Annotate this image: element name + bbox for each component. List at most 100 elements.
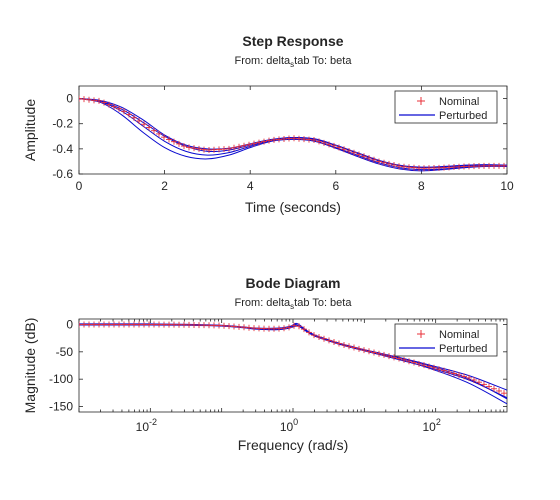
data-point-nominal (316, 138, 322, 145)
y-tick-label: -0.2 (52, 117, 73, 131)
data-point-nominal (336, 144, 342, 151)
data-point-nominal (251, 140, 257, 147)
tick-base: 10 (422, 420, 436, 434)
series-nominal-markers (79, 321, 507, 397)
data-point-nominal (111, 103, 117, 110)
subtitle-subscript: s (290, 60, 294, 69)
data-point-nominal (361, 153, 367, 160)
data-point-nominal (306, 329, 312, 336)
data-point-nominal (166, 136, 172, 143)
y-tick-label: 0 (66, 92, 73, 106)
legend-item-perturbed: Perturbed (399, 110, 487, 122)
data-point-nominal (121, 108, 127, 115)
subtitle-subscript: s (290, 302, 294, 311)
data-point-nominal (86, 96, 92, 103)
data-point-nominal (376, 350, 382, 357)
data-point-nominal (81, 96, 87, 103)
data-point-nominal (366, 155, 372, 162)
data-point-nominal (416, 360, 422, 367)
data-point-nominal (361, 347, 367, 354)
y-tick-label: -150 (49, 400, 73, 414)
data-point-nominal (336, 340, 342, 347)
y-tick-label: -100 (49, 372, 73, 386)
data-point-nominal (386, 160, 392, 167)
data-point-nominal (151, 127, 157, 134)
data-point-nominal (381, 351, 387, 358)
data-point-nominal (496, 387, 502, 394)
y-tick-label: -0.6 (52, 167, 73, 181)
x-tick-label: 10 (500, 179, 514, 193)
data-point-nominal (236, 143, 242, 150)
data-point-nominal (191, 145, 197, 152)
x-tick-label: 8 (418, 179, 425, 193)
data-point-nominal (381, 159, 387, 166)
data-point-nominal (301, 326, 307, 333)
data-point-nominal (156, 130, 162, 137)
subtitle-prefix: From: delta (235, 297, 292, 309)
data-point-nominal (501, 162, 507, 169)
plot-title: Bode Diagram (246, 275, 341, 291)
legend-item-nominal: Nominal (417, 329, 479, 341)
series-line-perturbed (79, 98, 507, 172)
y-axis-label: Magnitude (dB) (22, 318, 38, 414)
data-point-nominal (371, 156, 377, 163)
data-point-nominal (241, 142, 247, 149)
x-tick-label: 10-2 (136, 417, 157, 434)
y-tick-label: -50 (56, 345, 74, 359)
legend-label: Nominal (439, 96, 479, 108)
x-tick-label: 102 (422, 417, 440, 434)
data-point-nominal (311, 137, 317, 144)
data-point-nominal (231, 144, 237, 151)
data-point-nominal (426, 363, 432, 370)
tick-exponent: 0 (293, 417, 298, 427)
data-point-nominal (386, 353, 392, 360)
legend-item-perturbed: Perturbed (399, 343, 487, 355)
data-point-nominal (331, 142, 337, 149)
data-point-nominal (96, 97, 102, 104)
data-point-nominal (101, 99, 107, 106)
data-point-nominal (346, 343, 352, 350)
data-point-nominal (326, 141, 332, 148)
plot-area (79, 95, 507, 172)
data-point-nominal (311, 332, 317, 339)
data-point-nominal (286, 324, 292, 331)
data-point-nominal (321, 139, 327, 146)
series-nominal-markers (79, 95, 507, 172)
data-point-nominal (391, 354, 397, 361)
legend-box (394, 323, 498, 357)
legend-label: Nominal (439, 329, 479, 341)
data-point-nominal (411, 359, 417, 366)
data-point-nominal (341, 146, 347, 153)
data-point-nominal (431, 364, 437, 371)
data-point-nominal (351, 344, 357, 351)
data-point-nominal (436, 366, 442, 373)
tick-exponent: 2 (436, 417, 441, 427)
tick-exponent: -2 (149, 417, 157, 427)
data-point-nominal (461, 373, 467, 380)
subtitle-suffix: tab To: beta (294, 297, 352, 309)
data-point-nominal (136, 118, 142, 125)
data-point-nominal (376, 158, 382, 165)
plot-area (79, 321, 507, 405)
data-point-nominal (491, 385, 497, 392)
x-tick-label: 100 (280, 417, 298, 434)
data-point-nominal (406, 358, 412, 365)
data-point-nominal (186, 144, 192, 151)
x-tick-label: 2 (161, 179, 168, 193)
data-point-nominal (471, 376, 477, 383)
data-point-nominal (161, 134, 167, 141)
series-line-perturbed (79, 98, 507, 171)
data-point-nominal (246, 141, 252, 148)
legend-label: Perturbed (439, 110, 487, 122)
data-point-nominal (396, 163, 402, 170)
axes-box (78, 85, 508, 175)
data-point-nominal (146, 124, 152, 131)
tick-base: 10 (136, 420, 150, 434)
data-point-nominal (331, 338, 337, 345)
data-point-nominal (296, 323, 302, 330)
data-point-nominal (181, 143, 187, 150)
plot-subtitle: From: deltastab To: beta (235, 297, 353, 311)
data-point-nominal (126, 111, 132, 118)
